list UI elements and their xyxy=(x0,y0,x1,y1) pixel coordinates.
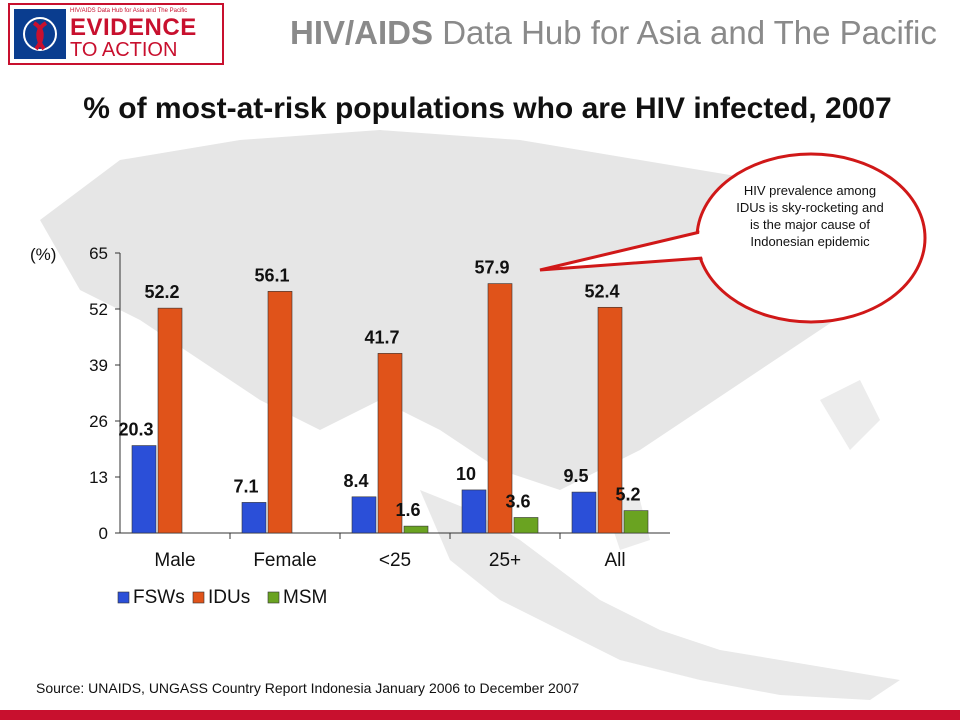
data-label-msm: 3.6 xyxy=(505,491,530,511)
x-tick-label: 25+ xyxy=(489,550,521,571)
logo-evidence: EVIDENCE xyxy=(70,14,197,41)
bar-msm xyxy=(403,525,429,534)
hub-title-rest: Data Hub for Asia and The Pacific xyxy=(433,14,937,51)
bar-idus xyxy=(377,353,403,534)
data-label-idus: 56.1 xyxy=(254,265,289,285)
bar-fsws xyxy=(571,491,597,534)
bar-fsws xyxy=(461,489,487,534)
bar-fsws xyxy=(131,445,157,534)
legend-swatch-fsws xyxy=(117,591,130,604)
bar-idus xyxy=(157,307,183,534)
y-tick-label: 26 xyxy=(89,412,108,431)
y-tick-label: 65 xyxy=(89,244,108,263)
bar-fsws xyxy=(241,502,267,534)
x-tick-label: Male xyxy=(154,550,195,571)
bottom-accent-bar xyxy=(0,710,960,720)
y-tick-label: 0 xyxy=(99,524,108,543)
bar-msm xyxy=(623,510,649,534)
y-tick-label: 52 xyxy=(89,300,108,319)
y-axis-label: (%) xyxy=(30,245,56,264)
header: HIV/AIDS Data Hub for Asia and The Pacif… xyxy=(0,0,960,70)
data-label-fsws: 9.5 xyxy=(563,466,588,486)
x-tick-label: <25 xyxy=(379,550,411,571)
legend-label-fsws: FSWs xyxy=(133,587,185,608)
bar-fsws xyxy=(351,496,377,534)
evidence-to-action-logo: HIV/AIDS Data Hub for Asia and The Pacif… xyxy=(8,3,224,65)
bar-idus xyxy=(267,291,293,534)
y-tick-label: 13 xyxy=(89,468,108,487)
legend-swatch-idus xyxy=(192,591,205,604)
data-label-idus: 57.9 xyxy=(474,258,509,278)
bar-msm xyxy=(513,517,539,534)
callout-pointer xyxy=(539,230,704,272)
data-label-fsws: 7.1 xyxy=(233,476,258,496)
bar-idus xyxy=(487,283,513,534)
legend-label-idus: IDUs xyxy=(208,587,250,608)
hub-title-bold: HIV/AIDS xyxy=(290,14,434,51)
un-emblem-icon xyxy=(14,9,66,59)
data-label-fsws: 8.4 xyxy=(343,471,368,491)
data-label-msm: 1.6 xyxy=(395,500,420,520)
data-label-idus: 52.2 xyxy=(144,282,179,302)
bar-idus xyxy=(597,306,623,534)
source-note: Source: UNAIDS, UNGASS Country Report In… xyxy=(36,680,580,696)
logo-tagline: HIV/AIDS Data Hub for Asia and The Pacif… xyxy=(70,8,188,14)
chart-title: % of most-at-risk populations who are HI… xyxy=(83,92,892,125)
data-label-idus: 41.7 xyxy=(364,327,399,347)
callout-text: HIV prevalence among IDUs is sky-rocketi… xyxy=(736,183,884,249)
logo-to-action: TO ACTION xyxy=(70,39,178,61)
x-tick-label: All xyxy=(604,550,625,571)
data-hub-title: HIV/AIDS Data Hub for Asia and The Pacif… xyxy=(290,14,937,52)
legend-swatch-msm xyxy=(267,591,280,604)
data-label-msm: 5.2 xyxy=(615,485,640,505)
legend-label-msm: MSM xyxy=(283,587,327,608)
data-label-idus: 52.4 xyxy=(584,281,619,301)
x-tick-label: Female xyxy=(253,550,316,571)
data-label-fsws: 20.3 xyxy=(118,420,153,440)
y-tick-label: 39 xyxy=(89,356,108,375)
data-label-fsws: 10 xyxy=(456,464,476,484)
